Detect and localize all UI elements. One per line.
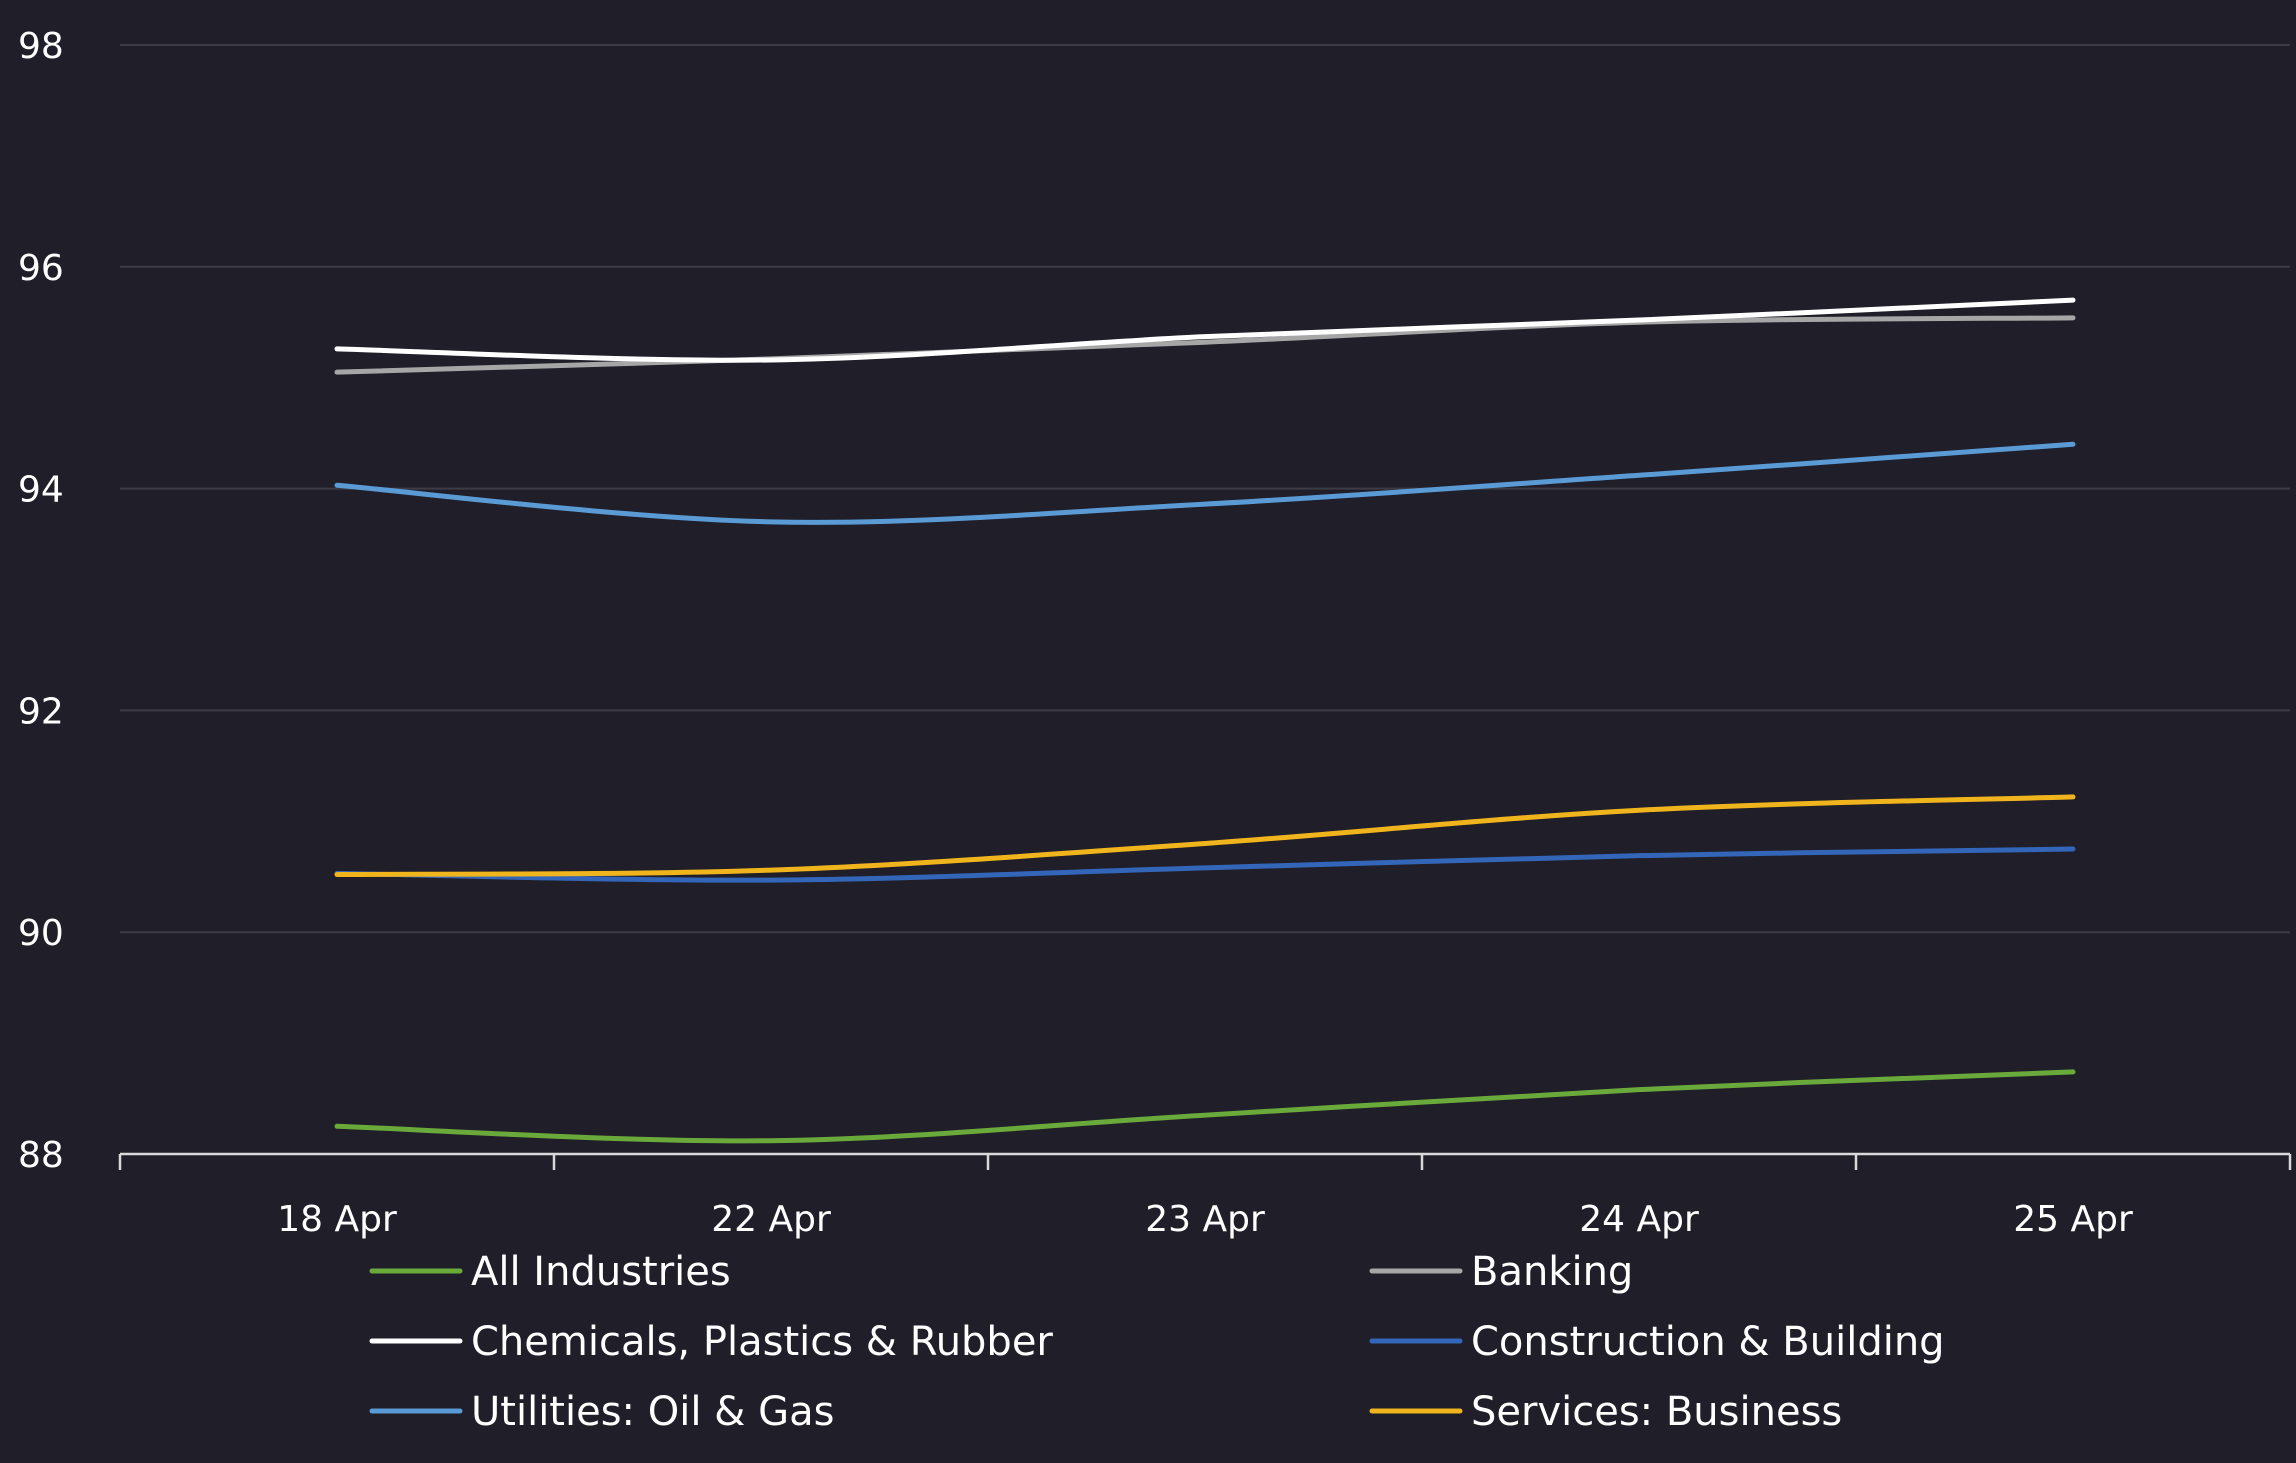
legend-label: Services: Business [1471,1389,1842,1435]
axis-layer: 88 90 92 94 96 98 18 Apr 22 Apr 23 Apr 24 Apr 25 A… [18,26,2292,1240]
x-tick-label: 25 Apr [2013,1199,2133,1240]
series-line-3 [334,846,2076,883]
y-tick-label: 90 [18,913,64,954]
series-layer [334,297,2076,1144]
y-tick-label: 88 [18,1135,64,1176]
x-tick-label: 22 Apr [711,1199,831,1240]
legend-label: Chemicals, Plastics & Rubber [471,1319,1053,1365]
grid-layer [120,44,2290,934]
legend-label: Construction & Building [1471,1319,1945,1365]
y-tick-label: 94 [18,470,64,511]
legend-label: Utilities: Oil & Gas [471,1389,834,1435]
series-line-5 [334,794,2076,878]
x-tick-label: 18 Apr [277,1199,397,1240]
legend: All Industries Banking Chemicals, Plastics… [369,1249,1945,1435]
legend-label: Banking [1471,1249,1633,1295]
y-tick-label: 92 [18,691,64,732]
series-line-1 [334,315,2076,375]
legend-label: All Industries [471,1249,731,1295]
series-line-2 [334,297,2076,363]
series-line-4 [334,441,2076,525]
x-tick-label: 24 Apr [1579,1199,1699,1240]
series-line-0 [334,1069,2076,1144]
x-tick-label: 23 Apr [1145,1199,1265,1240]
y-tick-label: 98 [18,26,64,67]
y-tick-label: 96 [18,248,64,289]
